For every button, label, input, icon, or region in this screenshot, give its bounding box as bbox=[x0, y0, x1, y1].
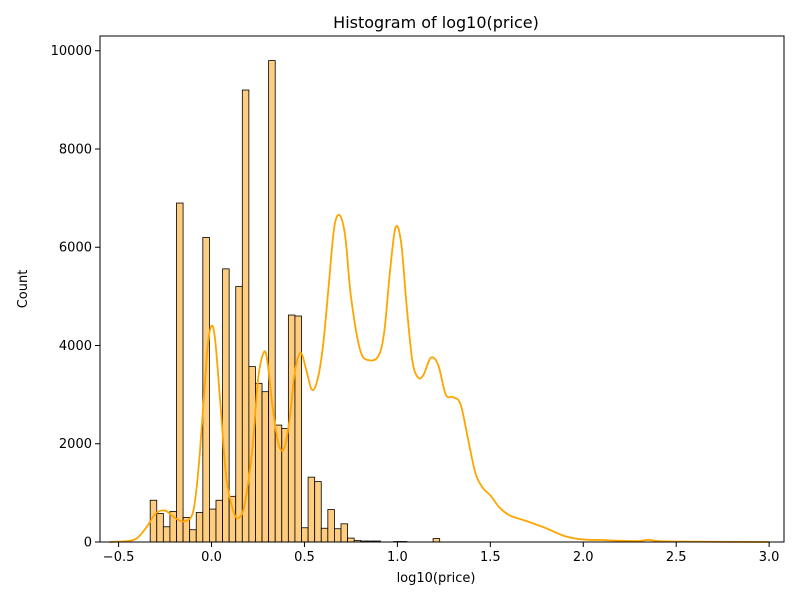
x-tick-label: 2.0 bbox=[573, 550, 594, 565]
x-tick-label: 3.0 bbox=[759, 550, 780, 565]
x-tick-label: 0.0 bbox=[201, 550, 222, 565]
histogram-bar bbox=[294, 315, 302, 543]
histogram-bar bbox=[327, 509, 335, 543]
plot-area-frame bbox=[99, 35, 785, 543]
x-axis: −0.5 0.0 0.5 1.0 1.5 2.0 2.5 3.0 bbox=[103, 542, 780, 565]
y-tick-label: 0 bbox=[84, 536, 92, 551]
histogram-bar bbox=[156, 513, 164, 543]
histogram-bar bbox=[235, 286, 243, 543]
y-tick-label: 4000 bbox=[59, 339, 92, 354]
chart-title: Histogram of log10(price) bbox=[333, 13, 539, 32]
histogram-bar bbox=[287, 314, 296, 543]
kde-group bbox=[109, 213, 770, 543]
y-tick-label: 6000 bbox=[59, 241, 92, 256]
histogram-bar bbox=[162, 526, 171, 543]
histogram-bar bbox=[209, 508, 217, 543]
kde-curve bbox=[109, 213, 770, 543]
y-tick-label: 10000 bbox=[51, 44, 92, 59]
histogram-bar bbox=[347, 537, 355, 543]
histogram-bar bbox=[261, 391, 270, 543]
histogram-bar bbox=[189, 529, 197, 543]
x-tick-label: 1.0 bbox=[387, 550, 408, 565]
histogram-bar bbox=[307, 476, 316, 543]
bars-group bbox=[149, 60, 441, 543]
histogram-bar bbox=[268, 60, 276, 543]
histogram-bar bbox=[195, 512, 204, 543]
histogram-bar bbox=[215, 499, 223, 543]
x-tick-label: 0.5 bbox=[294, 550, 315, 565]
y-tick-label: 8000 bbox=[59, 142, 92, 157]
y-axis: 0 2000 4000 6000 8000 10000 bbox=[51, 44, 100, 551]
histogram-bar bbox=[228, 495, 237, 543]
histogram-bar bbox=[432, 538, 441, 543]
histogram-bar bbox=[320, 527, 329, 543]
histogram-bar bbox=[176, 202, 184, 543]
histogram-bar bbox=[222, 268, 230, 543]
histogram-bar bbox=[301, 527, 309, 543]
x-tick-label: −0.5 bbox=[103, 550, 135, 565]
histogram-bar bbox=[334, 528, 342, 543]
x-axis-label: log10(price) bbox=[397, 571, 476, 586]
histogram-bar bbox=[340, 523, 348, 543]
histogram-bar bbox=[241, 89, 250, 543]
x-tick-label: 2.5 bbox=[666, 550, 687, 565]
histogram-bar bbox=[314, 481, 322, 543]
y-axis-label: Count bbox=[16, 270, 31, 309]
y-tick-label: 2000 bbox=[59, 437, 92, 452]
x-tick-label: 1.5 bbox=[480, 550, 501, 565]
